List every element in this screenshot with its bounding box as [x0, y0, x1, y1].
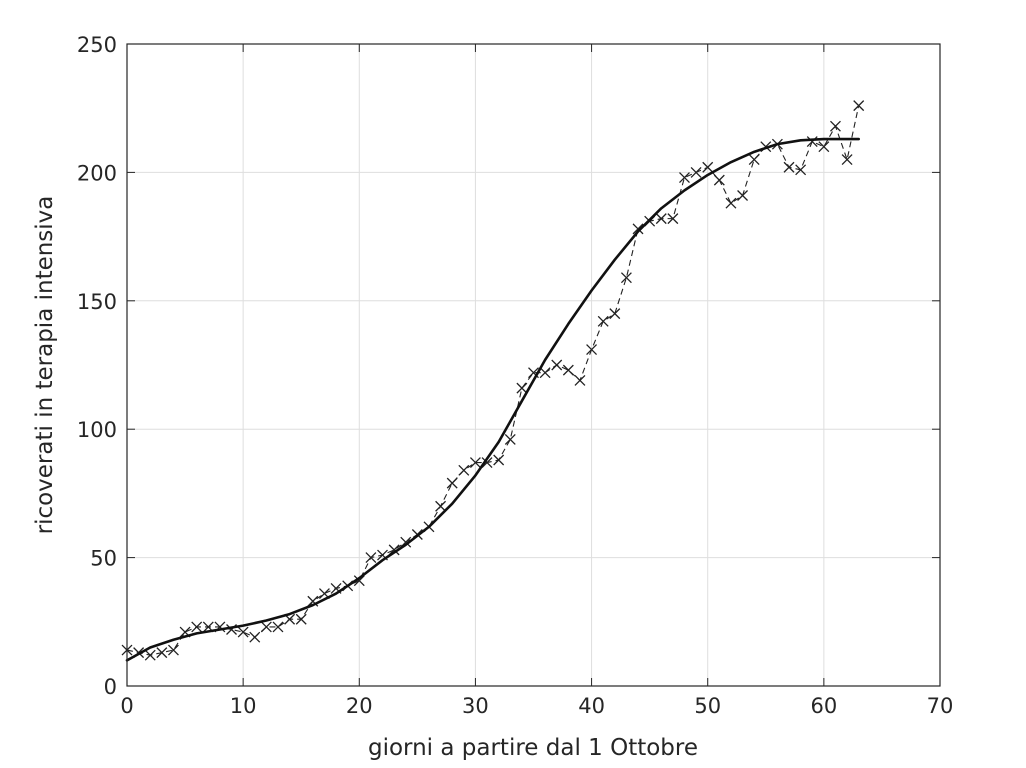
data-point-marker [469, 457, 481, 469]
data-point-marker [586, 344, 598, 356]
data-point-marker [272, 621, 284, 633]
data-point-marker [191, 621, 203, 633]
data-point-marker [446, 477, 458, 489]
x-tick-label: 40 [578, 694, 605, 718]
y-tick-label: 0 [104, 675, 117, 699]
x-tick-label: 10 [230, 694, 257, 718]
data-point-marker [702, 161, 714, 173]
data-point-marker [737, 190, 749, 201]
x-tick-label: 0 [120, 694, 133, 718]
data-point-marker [504, 434, 516, 445]
data-point-marker [655, 213, 667, 225]
x-tick-label: 60 [810, 694, 837, 718]
data-point-marker [365, 552, 377, 564]
data-point-marker [620, 272, 632, 284]
x-tick-label: 30 [462, 694, 489, 718]
data-point-marker [144, 649, 156, 661]
data-point-marker [551, 359, 563, 371]
y-tick-label: 250 [77, 33, 117, 57]
data-point-marker [690, 166, 702, 178]
observed-markers [121, 100, 865, 661]
data-point-marker [539, 367, 551, 379]
data-point-marker [353, 575, 365, 587]
data-point-marker [237, 626, 249, 638]
x-tick-label: 70 [927, 694, 954, 718]
data-point-marker [667, 213, 679, 225]
ticks: 0 10 20 30 40 50 60 70 0 50 100 150 200 250 [77, 33, 953, 718]
data-point-marker [574, 374, 586, 386]
data-point-marker [516, 382, 528, 394]
fit-curve-line [125, 137, 861, 662]
data-point-marker [713, 174, 725, 186]
data-point-marker [458, 464, 470, 476]
x-tick-label: 20 [346, 694, 373, 718]
y-tick-label: 150 [77, 290, 117, 314]
data-point-marker [167, 644, 179, 656]
plot-frame [126, 43, 941, 687]
data-point-marker [597, 315, 609, 327]
data-point-marker [748, 154, 760, 166]
data-point-marker [783, 161, 795, 173]
x-axis-label: giorni a partire dal 1 Ottobre [368, 735, 698, 761]
data-point-marker [818, 141, 830, 153]
observed-series-line [126, 105, 860, 656]
series-layer [121, 100, 865, 662]
data-point-marker [435, 500, 447, 512]
data-point-marker [156, 647, 168, 659]
data-point-marker [295, 613, 307, 625]
data-point-marker [679, 172, 690, 183]
y-tick-label: 100 [77, 418, 117, 442]
data-point-marker [481, 457, 493, 469]
data-point-marker [830, 120, 841, 132]
y-tick-label: 200 [77, 161, 117, 185]
x-tick-label: 50 [694, 694, 721, 718]
data-point-marker [260, 621, 272, 633]
data-point-marker [795, 164, 807, 176]
data-point-marker [632, 223, 644, 235]
plot-area [127, 44, 940, 686]
y-axis-label: ricoverati in terapia intensiva [32, 196, 58, 535]
data-point-marker [609, 308, 621, 320]
data-point-marker [853, 100, 865, 112]
data-point-marker [562, 364, 574, 376]
data-point-marker [493, 454, 505, 466]
data-point-marker [249, 631, 261, 643]
y-tick-label: 50 [90, 547, 117, 571]
data-point-marker [841, 154, 853, 166]
data-point-marker [725, 197, 737, 209]
